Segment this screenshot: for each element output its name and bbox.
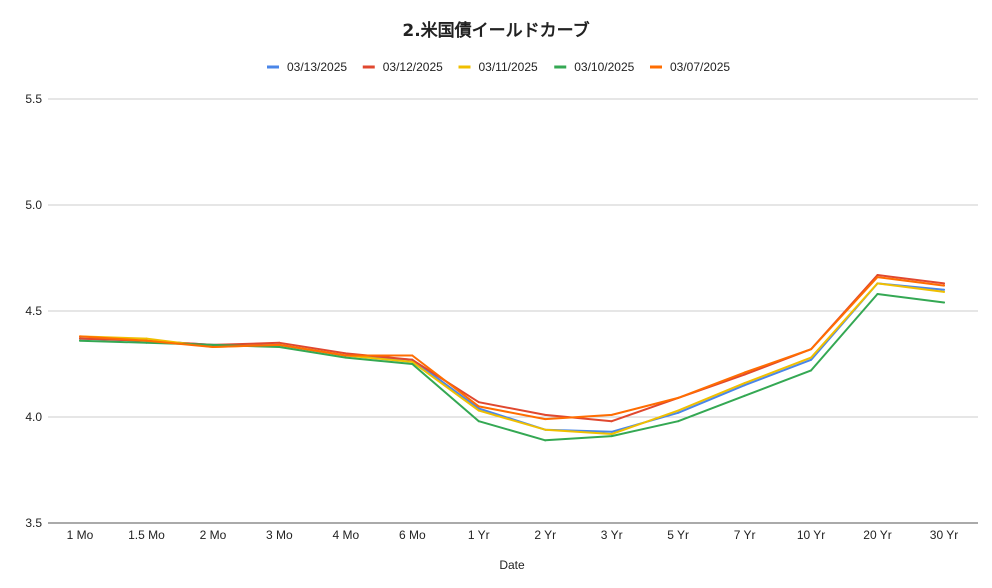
x-tick-label: 20 Yr [863,528,891,542]
data-point [79,337,81,340]
legend-label: 03/07/2025 [670,60,730,74]
data-point [411,360,414,363]
x-tick-label: 1 Mo [67,528,94,542]
data-point [411,358,414,361]
data-point [810,358,813,361]
gridlines [48,98,978,524]
data-point [544,413,547,416]
data-point [278,343,281,346]
series-lines [79,273,945,442]
y-tick-label: 4.5 [25,304,42,318]
y-tick-label: 5.5 [25,92,42,106]
data-point [79,335,81,338]
data-point [876,276,879,279]
data-point [677,420,680,423]
data-point [677,411,680,414]
y-axis: 3.5 4.0 4.5 5.0 5.5 [25,92,42,530]
data-point [79,339,81,342]
data-point [943,290,945,293]
data-point [477,420,480,423]
x-tick-label: 1.5 Mo [128,528,165,542]
data-point [876,273,879,276]
legend-item: 03/07/2025 [650,60,730,74]
data-point [943,288,945,291]
data-point [145,337,148,340]
data-point [743,371,746,374]
data-point [943,284,945,287]
series-group [79,276,945,421]
x-tick-label: 3 Mo [266,528,293,542]
legend-item: 03/11/2025 [458,60,538,74]
data-point [610,432,613,435]
x-tick-label: 4 Mo [333,528,360,542]
data-point [544,428,547,431]
data-point [211,343,214,346]
data-point [610,413,613,416]
data-point [544,439,547,442]
x-tick-label: 2 Mo [200,528,227,542]
x-tick-label: 1 Yr [468,528,490,542]
data-point [411,363,414,365]
series-line [79,293,945,442]
data-point [544,418,547,421]
data-point [278,346,281,349]
legend: 03/13/2025 03/12/2025 03/11/2025 03/10/2025… [267,60,730,74]
x-tick-label: 2 Yr [534,528,556,542]
data-point [743,394,746,397]
data-point [344,356,347,359]
data-point [344,352,347,355]
y-tick-label: 5.0 [25,198,42,212]
data-point [743,373,746,376]
data-point [810,348,813,351]
data-point [743,382,746,385]
data-point [278,341,281,344]
data-point [743,384,746,387]
data-point [810,356,813,359]
x-tick-label: 30 Yr [930,528,958,542]
data-point [610,420,613,423]
x-tick-label: 5 Yr [667,528,689,542]
y-tick-label: 4.0 [25,410,42,424]
data-point [610,430,613,433]
x-axis-title: Date [499,558,525,572]
data-point [145,341,148,344]
data-point [876,293,879,296]
legend-item: 03/13/2025 [267,60,347,74]
legend-label: 03/10/2025 [574,60,634,74]
legend-label: 03/11/2025 [479,60,538,74]
data-point [876,282,879,285]
data-point [943,282,945,285]
data-point [411,354,414,357]
series-line [79,276,945,421]
data-point [211,346,214,349]
x-tick-label: 3 Yr [601,528,623,542]
data-point [477,401,480,404]
x-axis: 1 Mo 1.5 Mo 2 Mo 3 Mo 4 Mo 6 Mo 1 Yr 2 Yr 3 Yr 5 … [67,528,959,542]
x-tick-label: 6 Mo [399,528,426,542]
x-tick-label: 10 Yr [797,528,825,542]
legend-label: 03/12/2025 [383,60,443,74]
data-point [344,354,347,357]
legend-item: 03/10/2025 [554,60,635,74]
legend-label: 03/13/2025 [287,60,347,74]
y-tick-label: 3.5 [25,516,42,530]
data-point [477,405,480,408]
data-point [943,301,945,304]
x-tick-label: 7 Yr [734,528,756,542]
data-point [810,369,813,372]
data-point [677,409,680,412]
data-point [610,435,613,438]
chart-title: 2.米国債イールドカーブ [402,20,589,41]
data-point [677,396,680,399]
data-point [145,339,148,342]
data-point [477,409,480,412]
legend-item: 03/12/2025 [362,60,443,74]
series-group [79,293,945,442]
